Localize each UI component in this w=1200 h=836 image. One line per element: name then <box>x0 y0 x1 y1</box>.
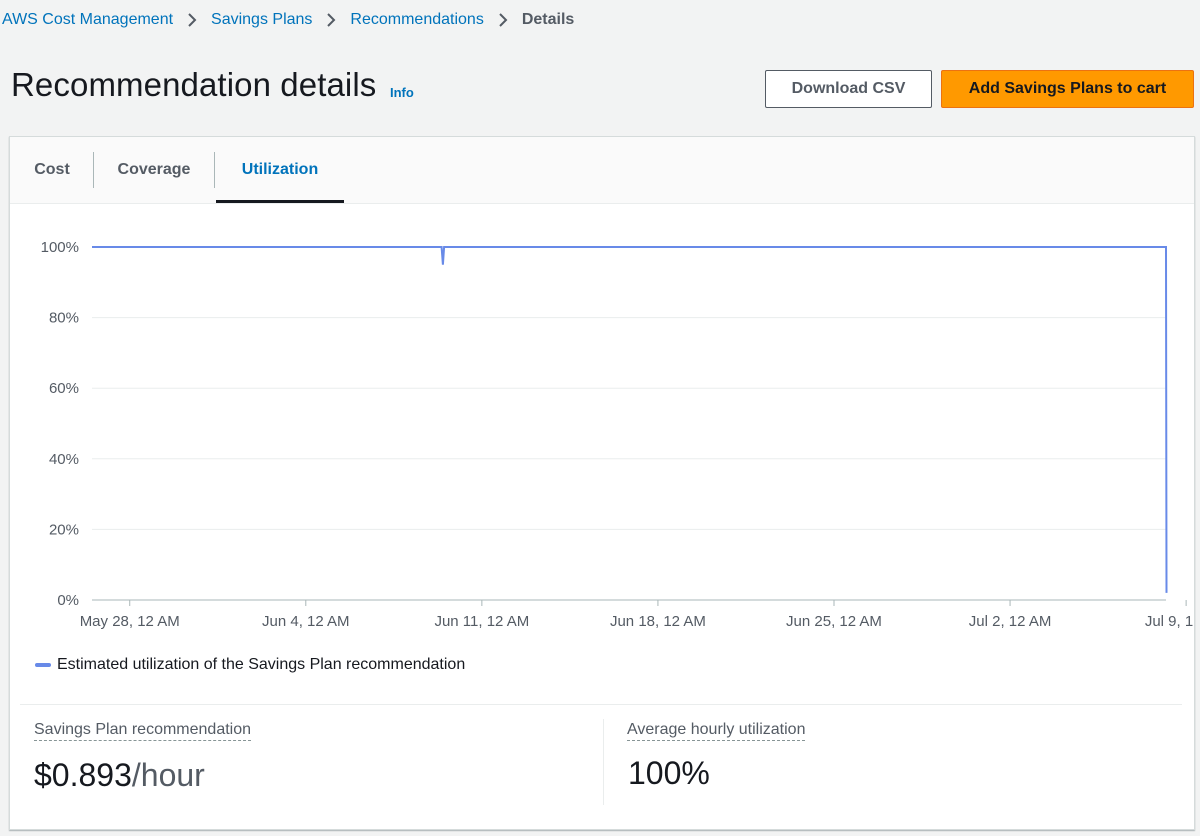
y-tick-label: 40% <box>49 451 79 468</box>
x-tick-label: Jun 11, 12 AM <box>434 613 529 630</box>
chevron-right-icon <box>312 11 350 29</box>
tab-coverage[interactable]: Coverage <box>117 161 191 178</box>
legend-label: Estimated utilization of the Savings Pla… <box>57 656 466 673</box>
average-utilization-label: Average hourly utilization <box>627 721 806 741</box>
y-tick-label: 80% <box>49 310 79 327</box>
active-tab-indicator <box>216 200 344 203</box>
chart-legend: Estimated utilization of the Savings Pla… <box>35 656 465 674</box>
breadcrumb-recommendations[interactable]: Recommendations <box>350 11 484 28</box>
tab-utilization[interactable]: Utilization <box>241 161 319 178</box>
breadcrumb-current: Details <box>521 11 575 28</box>
recommendation-panel: Cost Coverage Utilization 0% 20% 40% 60% 80%… <box>9 136 1195 830</box>
summary-divider <box>20 704 1182 705</box>
utilization-series-line <box>92 246 1168 593</box>
tab-divider <box>214 152 215 188</box>
x-tick-label: Jul 2, 12 AM <box>969 613 1052 630</box>
y-tick-label: 0% <box>57 592 79 609</box>
x-tick-label: Jul 9, 12 AM <box>1145 613 1194 630</box>
breadcrumb-savings-plans[interactable]: Savings Plans <box>211 11 313 28</box>
recommendation-value: $0.893/hour <box>34 757 205 794</box>
chevron-right-icon <box>484 11 522 29</box>
page-title: Recommendation details <box>11 66 377 103</box>
recommendation-unit: /hour <box>131 757 205 793</box>
column-divider <box>603 719 604 805</box>
utilization-chart: 0% 20% 40% 60% 80% 100% May 28, 12 AM Jun 4, 12… <box>41 239 1194 630</box>
tab-cost[interactable]: Cost <box>34 161 70 178</box>
y-tick-label: 60% <box>49 380 79 397</box>
x-tick-label: May 28, 12 AM <box>80 613 180 630</box>
x-tick-label: Jun 18, 12 AM <box>610 613 706 630</box>
average-utilization-value: 100% <box>628 755 710 791</box>
legend-swatch <box>35 663 51 667</box>
tab-divider <box>93 152 94 188</box>
chevron-right-icon <box>173 11 211 29</box>
x-tick-label: Jun 25, 12 AM <box>786 613 882 630</box>
x-tick-label: Jun 4, 12 AM <box>262 613 350 630</box>
recommendation-amount: $0.893 <box>34 757 132 793</box>
breadcrumb: AWS Cost Management Savings Plans Recomm… <box>2 9 574 31</box>
info-link[interactable]: Info <box>390 85 414 100</box>
tab-bar: Cost Coverage Utilization <box>10 137 1194 204</box>
y-tick-label: 20% <box>49 521 79 538</box>
recommendation-label: Savings Plan recommendation <box>34 721 252 741</box>
download-csv-button[interactable]: Download CSV <box>765 70 932 108</box>
breadcrumb-cost-management[interactable]: AWS Cost Management <box>2 11 174 28</box>
add-to-cart-button[interactable]: Add Savings Plans to cart <box>941 70 1194 108</box>
y-tick-label: 100% <box>41 239 79 256</box>
